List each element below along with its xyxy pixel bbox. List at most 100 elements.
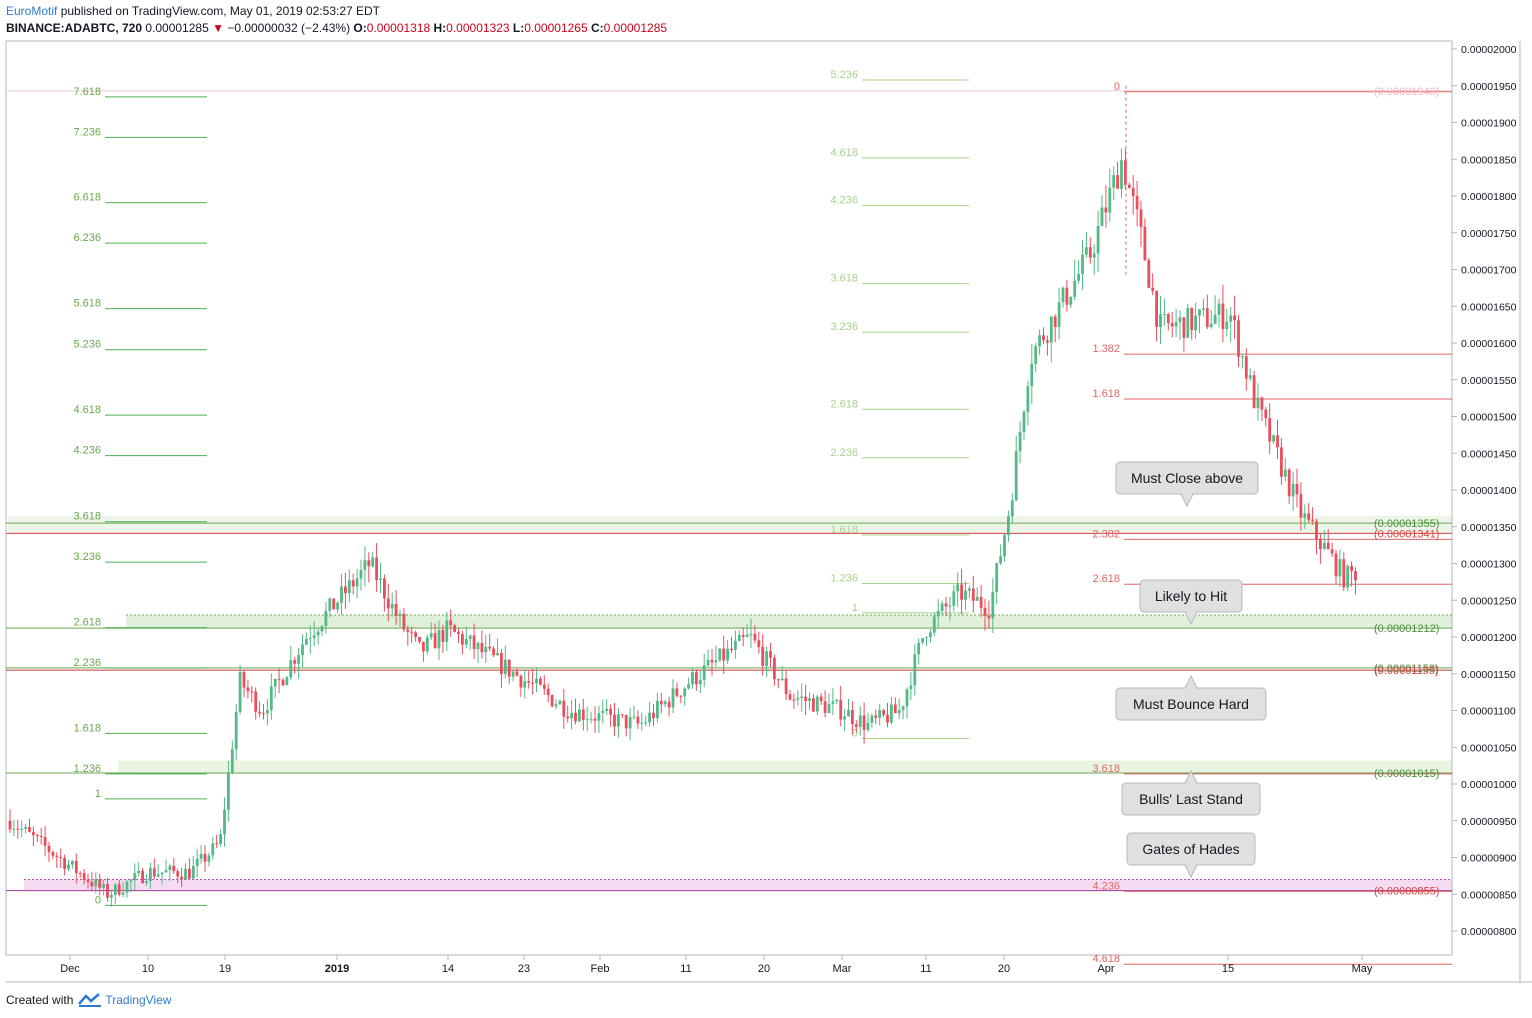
candle-body xyxy=(1061,287,1065,303)
candle-body xyxy=(1322,542,1326,549)
candle-body xyxy=(1350,565,1353,572)
callout-text: Must Close above xyxy=(1131,470,1243,486)
candle-body xyxy=(371,557,375,567)
candle-body xyxy=(878,710,882,718)
candle-body xyxy=(909,685,913,690)
candle-body xyxy=(1139,209,1143,227)
candle-body xyxy=(445,620,449,642)
candle-body xyxy=(1018,432,1022,452)
candle-body xyxy=(277,678,281,680)
candle-body xyxy=(1186,308,1190,338)
candle-body xyxy=(156,874,160,877)
candle-body xyxy=(1287,469,1291,497)
candle-body xyxy=(550,695,554,707)
candle-body xyxy=(149,868,152,882)
candle-body xyxy=(1260,397,1264,410)
fib-left-label: 4.618 xyxy=(73,404,101,416)
candle-body xyxy=(453,625,456,632)
candle-body xyxy=(1182,317,1186,338)
fib-left-label: 3.618 xyxy=(73,511,101,523)
fib-left-label: 7.618 xyxy=(73,86,101,98)
candle-body xyxy=(43,837,47,846)
callout-bubble: Likely to Hit xyxy=(1139,579,1243,626)
tradingview-link[interactable]: TradingView xyxy=(105,993,172,1007)
candle-body xyxy=(776,679,780,681)
y-tick-label: 0.00001950 xyxy=(1461,81,1517,93)
candle-body xyxy=(1244,356,1248,379)
candle-body xyxy=(1124,160,1127,185)
candle-body xyxy=(921,638,924,643)
candle-body xyxy=(1046,340,1049,343)
candle-body xyxy=(340,586,343,603)
close-label: C: xyxy=(587,21,604,35)
author-link[interactable]: EuroMotif xyxy=(6,4,58,18)
candle-body xyxy=(1213,314,1217,324)
candle-body xyxy=(804,696,807,701)
candle-body xyxy=(585,719,589,721)
published-text: published on TradingView.com, May 01, 20… xyxy=(57,4,381,18)
fib-mid-label: 4.236 xyxy=(830,195,858,207)
time-axis[interactable]: Dec 10 19 2019 14 23 Feb 11 20 Mar 11 20 Apr 15 May xyxy=(60,955,1373,975)
candle-body xyxy=(308,638,312,640)
candle-body xyxy=(390,603,394,609)
price-axis[interactable]: 0.00002000 0.00001950 0.00001900 0.00001850… xyxy=(1452,44,1517,938)
candle-body xyxy=(597,712,601,721)
fib-mid-label: 4.618 xyxy=(830,147,858,159)
candle-body xyxy=(63,857,66,869)
x-tick-label: 15 xyxy=(1222,963,1234,975)
candle-body xyxy=(503,659,507,675)
candle-body xyxy=(854,724,858,727)
price-label: (0.00001155) xyxy=(1374,665,1439,677)
x-tick-label: Dec xyxy=(60,963,80,975)
fib-mid-label: 5.236 xyxy=(830,69,858,81)
candle-body xyxy=(1081,254,1084,274)
candle-body xyxy=(24,827,27,829)
candle-body xyxy=(472,635,476,649)
candle-body xyxy=(379,578,382,581)
candle-body xyxy=(74,860,78,874)
candle-body xyxy=(905,689,909,707)
candle-body xyxy=(936,610,940,617)
candle-body xyxy=(882,710,885,715)
candle-body xyxy=(589,718,593,720)
symbol-info: BINANCE:ADABTC, 720 0.00001285 ▼ −0.0000… xyxy=(6,21,667,35)
candle-body xyxy=(858,715,862,727)
candle-body xyxy=(1307,513,1311,520)
candle-body xyxy=(117,884,121,895)
candle-body xyxy=(1007,516,1010,536)
y-tick-label: 0.00001500 xyxy=(1461,412,1517,424)
candle-body xyxy=(172,865,176,872)
candle-body xyxy=(835,699,839,702)
candle-body xyxy=(940,603,944,611)
candle-body xyxy=(710,659,714,663)
candle-body xyxy=(414,632,417,637)
publish-info: EuroMotif published on TradingView.com, … xyxy=(6,4,380,18)
candle-body xyxy=(359,569,363,579)
candle-body xyxy=(418,636,421,642)
candle-body xyxy=(254,691,258,712)
callout-pointer xyxy=(1180,493,1194,508)
candle-body xyxy=(925,637,928,639)
candle-body xyxy=(644,722,648,724)
candle-body xyxy=(1077,273,1080,281)
candle-body xyxy=(1248,375,1252,379)
y-tick-label: 0.00001100 xyxy=(1461,706,1516,718)
down-arrow-icon: ▼ xyxy=(212,21,224,35)
y-tick-label: 0.00001150 xyxy=(1461,669,1516,681)
candle-body xyxy=(320,626,324,632)
y-tick-label: 0.00001300 xyxy=(1461,559,1517,571)
candle-body xyxy=(663,701,667,705)
fib-left-label: 6.618 xyxy=(73,192,101,204)
candle-body xyxy=(141,870,144,884)
candle-body xyxy=(336,602,339,610)
candle-body xyxy=(979,596,983,608)
fib-right-label: 1.382 xyxy=(1092,343,1120,355)
candle-body xyxy=(1256,397,1260,408)
candle-body xyxy=(1151,287,1155,292)
candle-body xyxy=(1319,539,1322,549)
candle-body xyxy=(1085,247,1088,255)
candle-body xyxy=(714,660,718,663)
y-tick-label: 0.00001600 xyxy=(1461,338,1517,350)
candle-body xyxy=(1326,542,1330,550)
